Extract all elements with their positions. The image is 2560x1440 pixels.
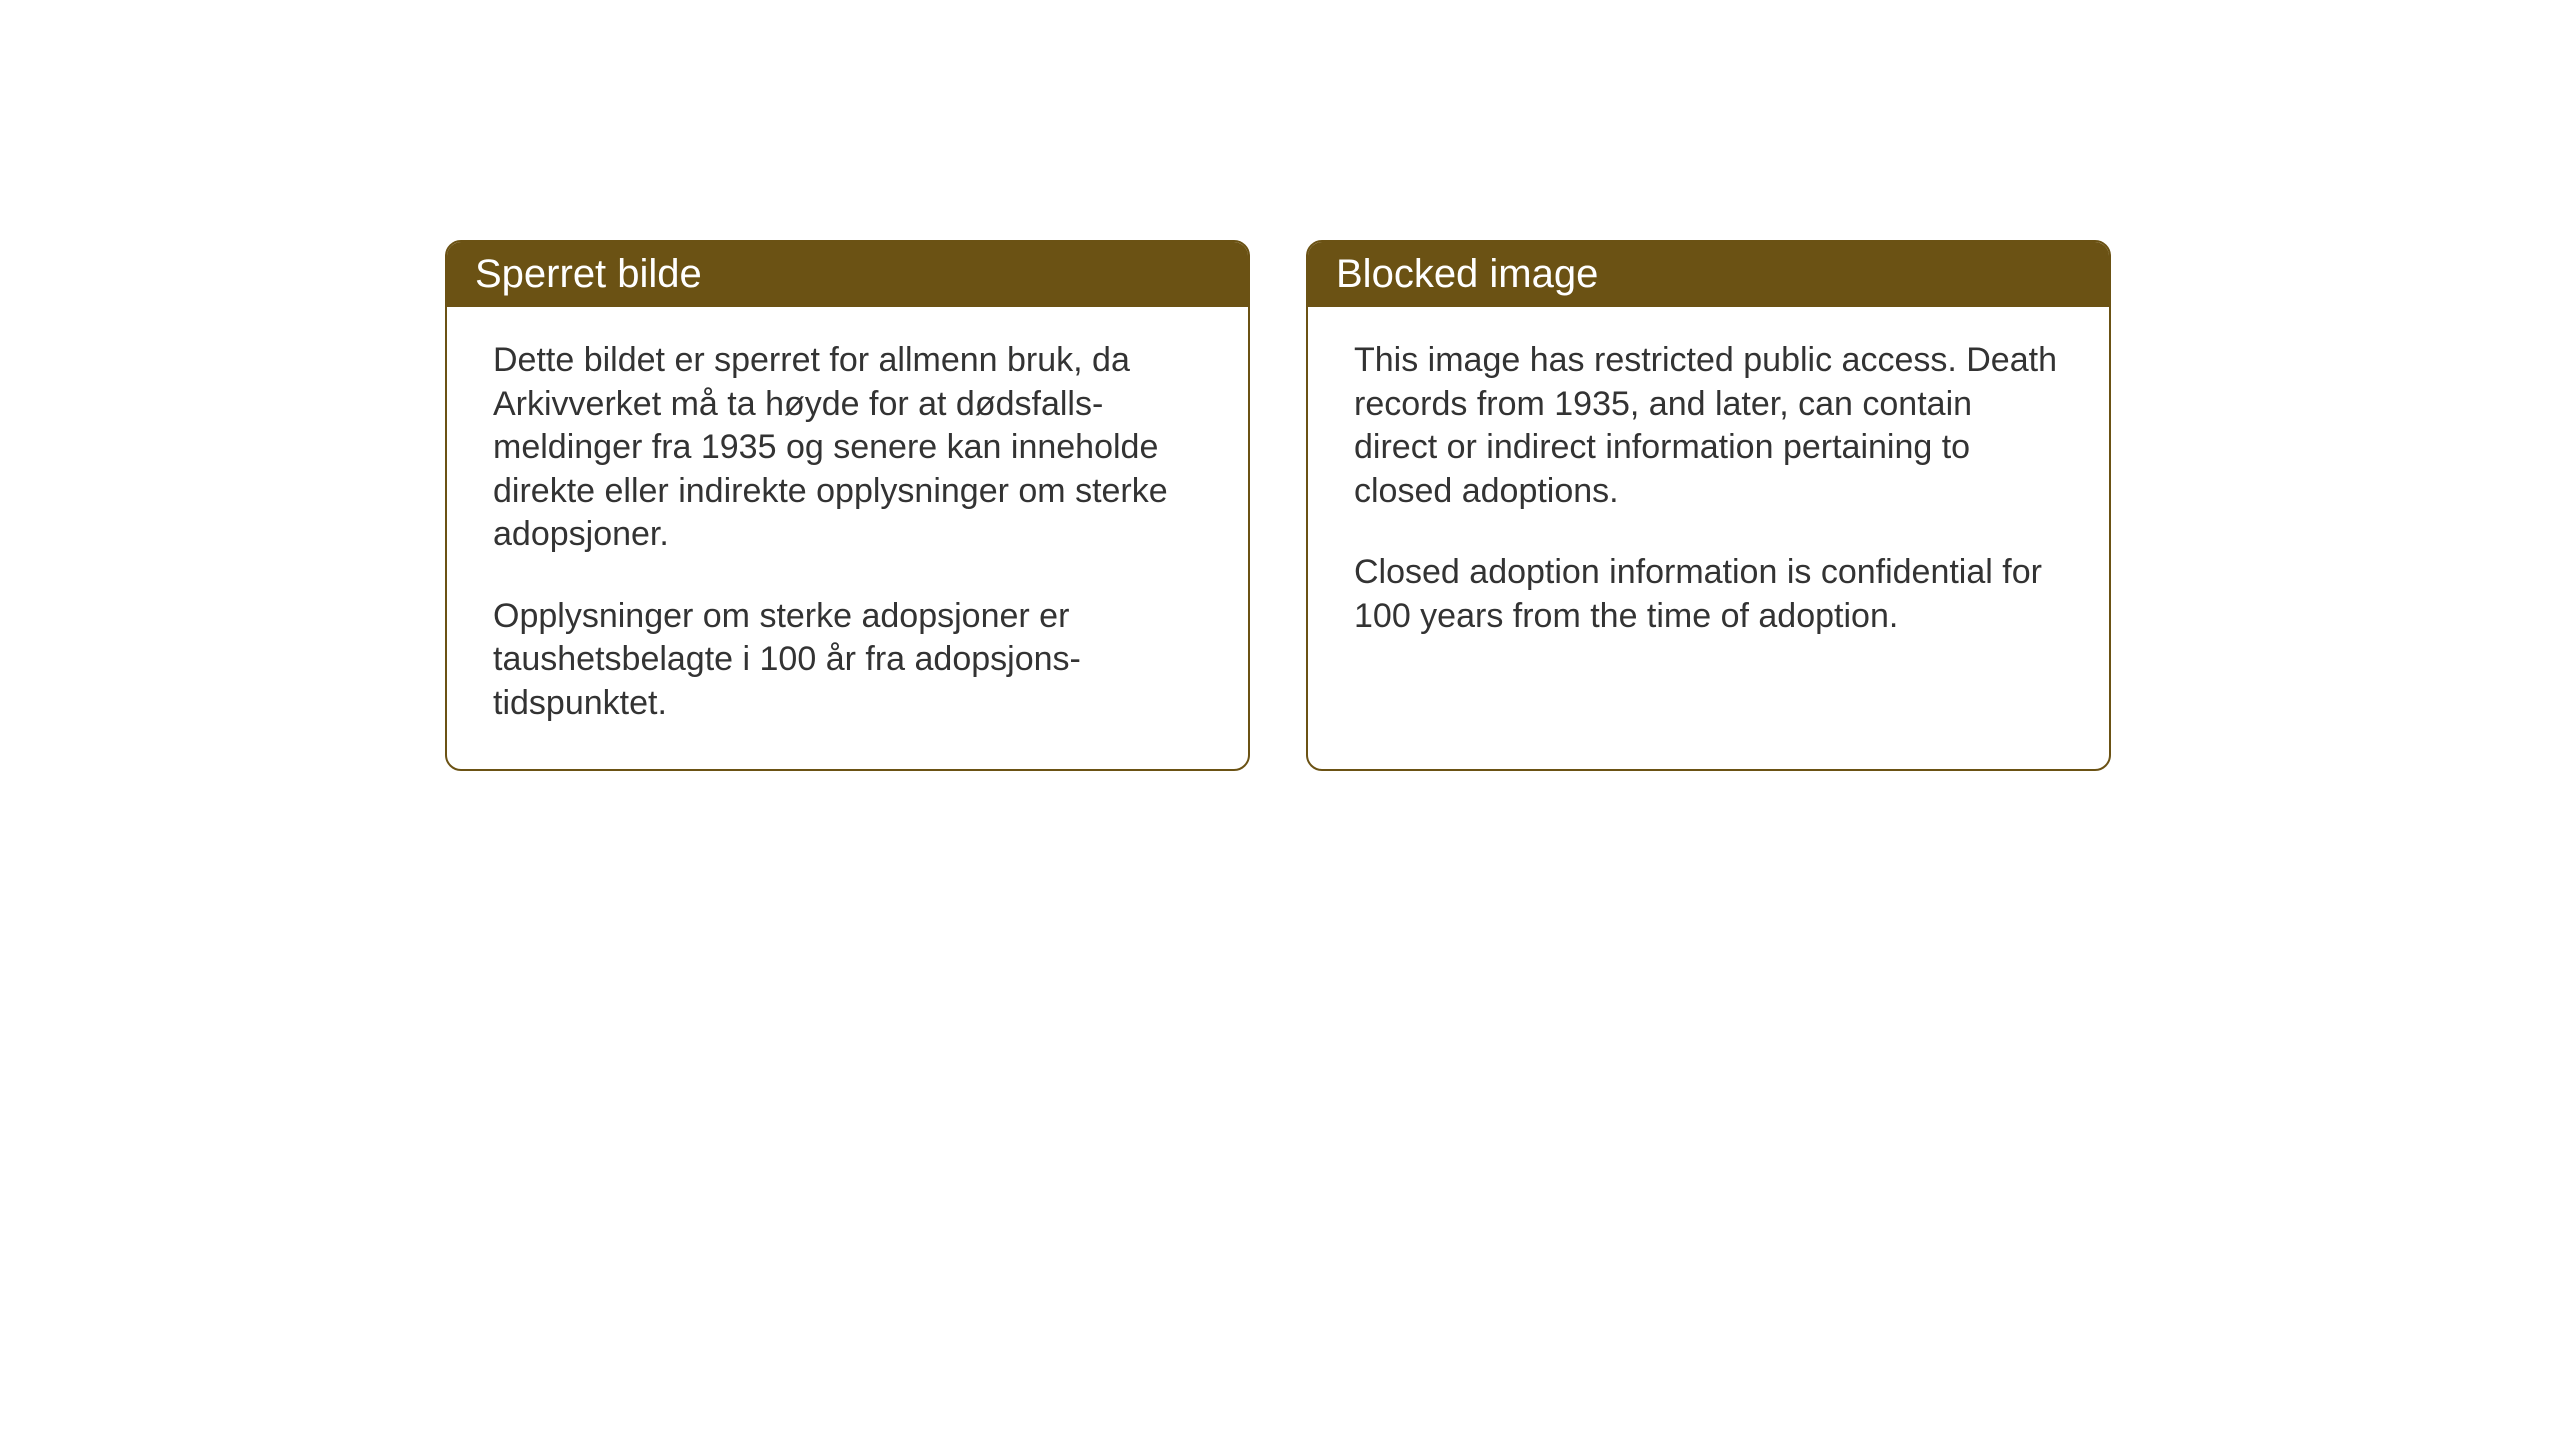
norwegian-notice-card: Sperret bilde Dette bildet er sperret fo… bbox=[445, 240, 1250, 771]
norwegian-card-body: Dette bildet er sperret for allmenn bruk… bbox=[447, 307, 1248, 769]
english-card-header: Blocked image bbox=[1308, 242, 2109, 307]
norwegian-card-header: Sperret bilde bbox=[447, 242, 1248, 307]
norwegian-paragraph-2: Opplysninger om sterke adopsjoner er tau… bbox=[493, 595, 1202, 726]
english-paragraph-1: This image has restricted public access.… bbox=[1354, 339, 2063, 513]
notice-container: Sperret bilde Dette bildet er sperret fo… bbox=[445, 240, 2111, 771]
english-card-body: This image has restricted public access.… bbox=[1308, 307, 2109, 682]
english-notice-card: Blocked image This image has restricted … bbox=[1306, 240, 2111, 771]
english-paragraph-2: Closed adoption information is confident… bbox=[1354, 551, 2063, 638]
norwegian-paragraph-1: Dette bildet er sperret for allmenn bruk… bbox=[493, 339, 1202, 557]
